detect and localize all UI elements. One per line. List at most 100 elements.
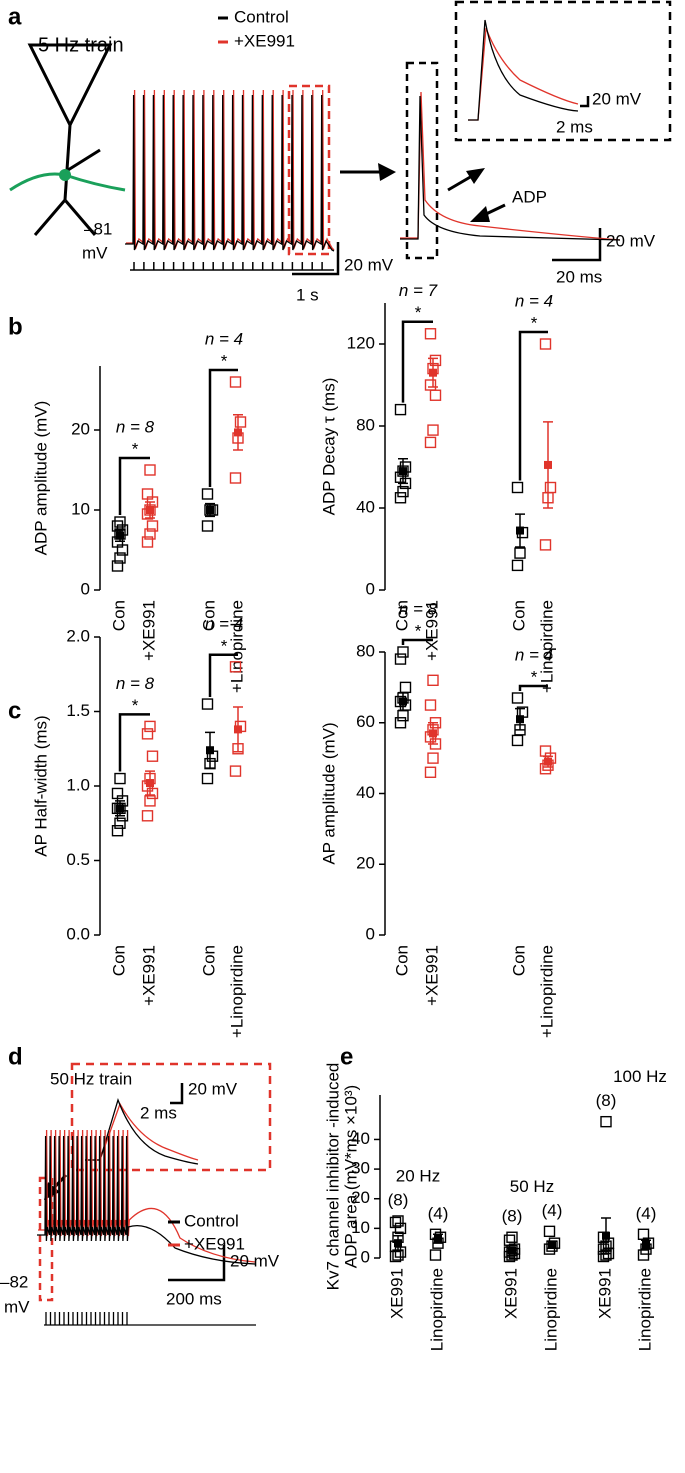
n-label: n = 4 [205, 329, 243, 348]
x-tick-label: +XE991 [422, 600, 441, 661]
data-point [511, 692, 524, 704]
data-point [543, 1225, 556, 1238]
data-point [201, 488, 214, 500]
label: 20 ms [556, 267, 602, 286]
y-axis-label: ADP area (mV*ms ×10³) [341, 1085, 360, 1268]
y-tick-label: 40 [356, 497, 375, 516]
data-point [397, 646, 409, 658]
data-point [201, 772, 214, 785]
y-tick-label: 10 [351, 1218, 370, 1237]
significance-star: * [531, 313, 538, 332]
label: 5 Hz train [38, 34, 124, 56]
significance-bracket [118, 713, 150, 772]
significance-bracket [401, 320, 433, 403]
trace [468, 19, 579, 121]
data-point [394, 653, 407, 665]
label: d [8, 1043, 23, 1070]
data-point [141, 536, 154, 548]
mean-marker [544, 460, 552, 469]
n-label: n = 4 [205, 614, 243, 633]
label: 20 mV [592, 89, 642, 108]
x-tick-label: Con [199, 600, 218, 631]
mean-marker [516, 526, 524, 535]
neuron-diagram [9, 43, 126, 236]
x-tick-label: XE991 [387, 1268, 406, 1319]
mean-marker [116, 531, 124, 540]
y-tick-label: 80 [356, 415, 375, 434]
data-point [114, 552, 126, 564]
label: mV [82, 243, 108, 262]
stim [44, 1312, 256, 1326]
mean-marker [548, 1240, 556, 1249]
data-point [394, 492, 407, 504]
y-axis-label: ADP amplitude (mV) [31, 401, 50, 556]
y-tick-label: 0.0 [66, 924, 90, 943]
data-point [144, 720, 156, 733]
label: 2 ms [556, 117, 593, 136]
data-point [392, 1215, 404, 1227]
data-point [511, 559, 524, 572]
label: 200 ms [166, 1289, 222, 1308]
label: 20 mV [344, 255, 394, 274]
y-tick-label: 40 [351, 1129, 370, 1148]
zoom-box [405, 61, 439, 260]
x-tick-label: Con [392, 945, 411, 976]
y-tick-label: 1.0 [66, 775, 90, 794]
data-point [141, 810, 154, 822]
y-tick-label: 20 [356, 854, 375, 873]
data-point [144, 795, 156, 807]
y-axis-label: Kv7 channel inhibitor -induced [323, 1063, 342, 1291]
significance-star: * [531, 667, 538, 686]
data-point [539, 338, 552, 350]
data-point [427, 752, 439, 764]
mean-marker [434, 1234, 442, 1243]
data-point [429, 1249, 442, 1261]
y-tick-label: 120 [347, 333, 375, 352]
x-tick-label: Linopirdine [635, 1268, 654, 1351]
y-tick-label: 0.5 [66, 850, 90, 869]
significance-bracket [208, 368, 238, 487]
significance-star: * [132, 439, 139, 458]
data-point [429, 354, 442, 367]
data-point [111, 825, 124, 837]
count-label: (4) [636, 1204, 657, 1223]
n-label: n = 8 [116, 417, 155, 436]
data-point [429, 389, 442, 401]
x-tick-label: +XE991 [422, 945, 441, 1006]
trace [85, 1102, 199, 1161]
data-point [424, 436, 437, 449]
inset-box [454, 0, 672, 142]
data-point [389, 1216, 402, 1229]
y-tick-label: 20 [351, 1188, 370, 1207]
data-point [234, 416, 247, 428]
mean-marker [116, 804, 124, 813]
data-point [111, 787, 124, 800]
y-tick-label: 0 [366, 924, 375, 943]
data-point [544, 481, 557, 494]
highlight-box [287, 84, 331, 256]
data-point [637, 1249, 650, 1261]
y-tick-label: 40 [356, 783, 375, 802]
label: 20 mV [606, 231, 656, 250]
y-tick-label: 10 [71, 499, 90, 518]
mean-marker [234, 725, 242, 734]
label: Control [234, 7, 289, 26]
significance-star: * [415, 621, 422, 640]
data-point [514, 547, 526, 559]
mean-marker [206, 506, 214, 514]
y-axis-label: AP amplitude (mV) [319, 722, 338, 864]
label: ADP [512, 187, 547, 206]
count-label: (4) [428, 1204, 449, 1223]
trace [85, 1097, 199, 1165]
data-point [394, 717, 407, 729]
mean-marker [399, 697, 407, 706]
data-point [229, 472, 242, 484]
y-tick-label: 80 [356, 641, 375, 660]
count-label: (8) [388, 1190, 409, 1209]
data-point [201, 698, 214, 710]
data-point [600, 1115, 612, 1128]
x-tick-label: Con [509, 600, 528, 631]
data-point [114, 772, 126, 785]
data-point [424, 699, 437, 711]
